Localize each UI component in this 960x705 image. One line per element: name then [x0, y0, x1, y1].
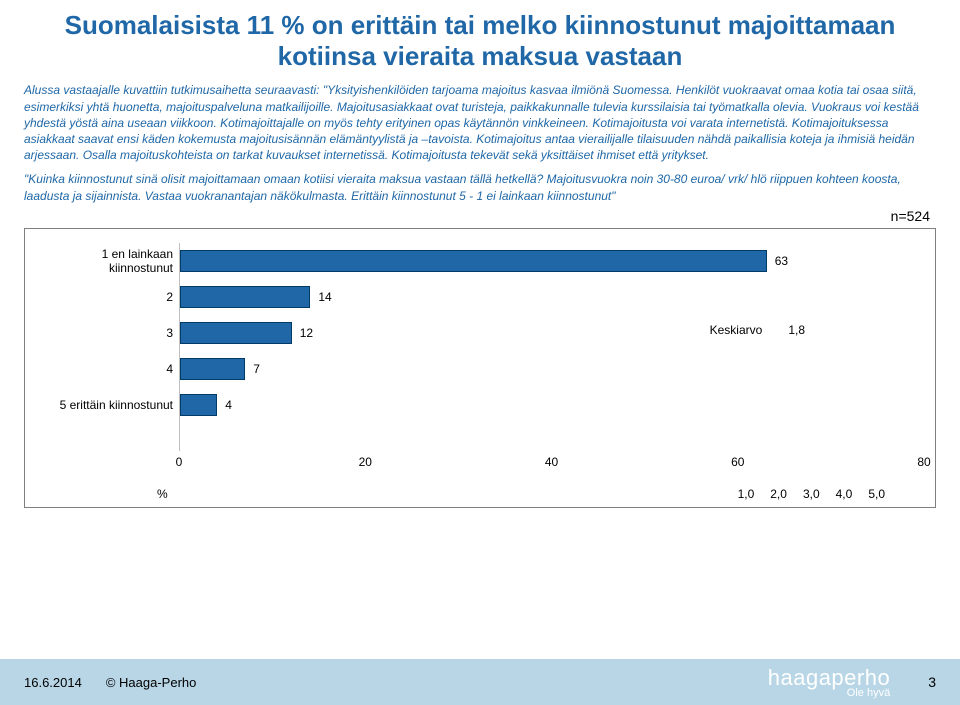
y-label-row: 4: [35, 351, 179, 387]
bar-row: 14: [180, 279, 925, 315]
bar: [180, 322, 292, 344]
bar-value: 14: [318, 290, 331, 304]
page-number: 3: [928, 674, 936, 690]
page-title: Suomalaisista 11 % on erittäin tai melko…: [24, 10, 936, 72]
bar-value: 4: [225, 398, 232, 412]
bars-area: 63 14 12 7 4: [179, 243, 925, 451]
mean-scale-tick: 1,0: [738, 487, 755, 501]
page-footer: 16.6.2014 © Haaga-Perho haagaperho Ole h…: [0, 659, 960, 705]
footer-copyright: © Haaga-Perho: [106, 675, 197, 690]
question-text: "Kuinka kiinnostunut sinä olisit majoitt…: [24, 171, 936, 203]
mean-scale-tick: 2,0: [770, 487, 787, 501]
footer-date: 16.6.2014: [24, 675, 82, 690]
bar-value: 63: [775, 254, 788, 268]
y-label-row: 5 erittäin kiinnostunut: [35, 387, 179, 423]
bar-value: 12: [300, 326, 313, 340]
mean-scale-tick: 3,0: [803, 487, 820, 501]
mean-value: 1,8: [788, 323, 805, 337]
logo-sub-text: Ole hyvä: [847, 687, 890, 699]
bar-row: 4: [180, 387, 925, 423]
y-label-row: 3: [35, 315, 179, 351]
bar: [180, 286, 310, 308]
x-tick: 20: [359, 455, 372, 469]
bar-value: 7: [253, 362, 260, 376]
sample-size: n=524: [24, 208, 936, 224]
y-label: 4: [35, 362, 179, 376]
mean-label: Keskiarvo: [710, 323, 763, 337]
y-label: 5 erittäin kiinnostunut: [35, 398, 179, 412]
y-axis-labels: 1 en lainkaan kiinnostunut 2 3 4 5 erittäin …: [35, 243, 179, 451]
bar: [180, 250, 767, 272]
mean-scale-tick: 4,0: [836, 487, 853, 501]
chart-container: 1 en lainkaan kiinnostunut 2 3 4 5 erittäin …: [24, 228, 936, 508]
x-tick: 80: [917, 455, 930, 469]
bar-row: 63: [180, 243, 925, 279]
x-tick: 60: [731, 455, 744, 469]
y-label: 2: [35, 290, 179, 304]
y-label-row: 1 en lainkaan kiinnostunut: [35, 243, 179, 279]
mean-scale: 1,0 2,0 3,0 4,0 5,0: [738, 487, 885, 501]
percent-symbol: %: [157, 487, 168, 501]
x-tick: 40: [545, 455, 558, 469]
mean-box: Keskiarvo 1,8: [710, 323, 805, 337]
bar: [180, 394, 217, 416]
mean-scale-tick: 5,0: [868, 487, 885, 501]
description-text: Alussa vastaajalle kuvattiin tutkimusaih…: [24, 82, 936, 163]
bar-row: 12: [180, 315, 925, 351]
y-label-row: 2: [35, 279, 179, 315]
y-label: 3: [35, 326, 179, 340]
bar-row: 7: [180, 351, 925, 387]
x-tick: 0: [176, 455, 183, 469]
bar: [180, 358, 245, 380]
logo: haagaperho Ole hyvä: [768, 665, 890, 699]
x-axis: 020406080: [179, 455, 925, 473]
y-label: 1 en lainkaan kiinnostunut: [35, 247, 179, 275]
